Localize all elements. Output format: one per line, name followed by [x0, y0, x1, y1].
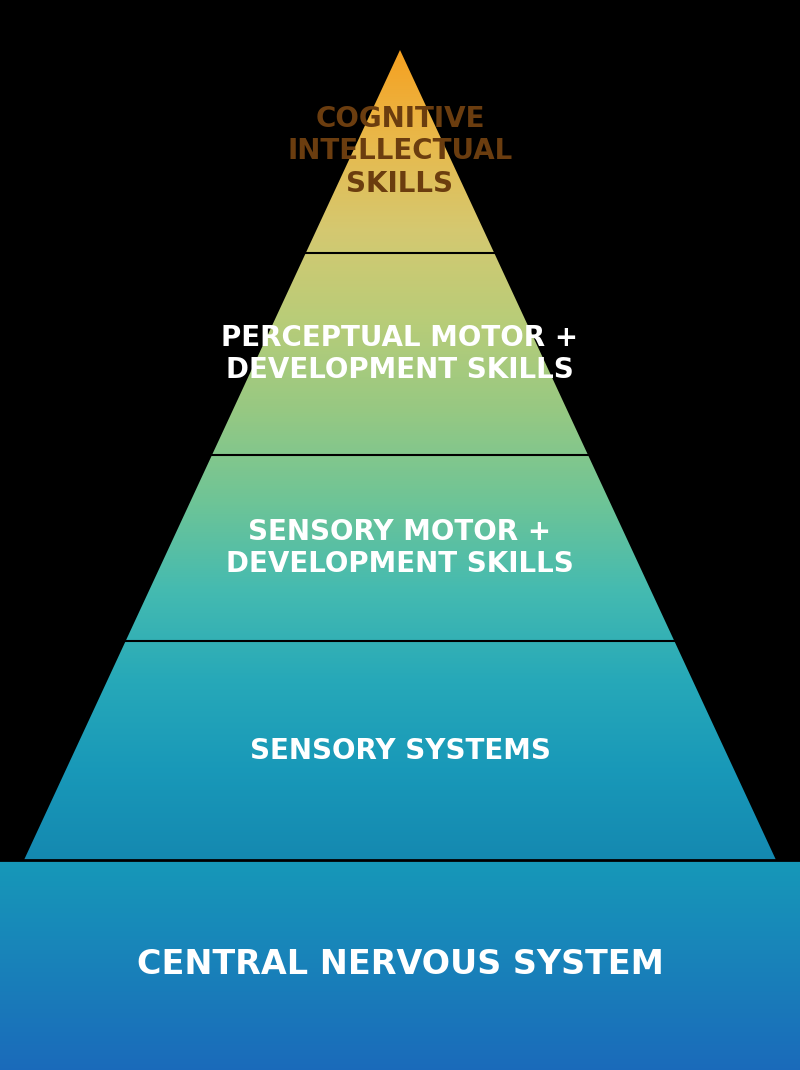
Text: CENTRAL NERVOUS SYSTEM: CENTRAL NERVOUS SYSTEM: [137, 948, 663, 981]
Text: SENSORY MOTOR +
DEVELOPMENT SKILLS: SENSORY MOTOR + DEVELOPMENT SKILLS: [226, 518, 574, 579]
Text: PERCEPTUAL MOTOR +
DEVELOPMENT SKILLS: PERCEPTUAL MOTOR + DEVELOPMENT SKILLS: [222, 323, 578, 384]
Text: COGNITIVE
INTELLECTUAL
SKILLS: COGNITIVE INTELLECTUAL SKILLS: [287, 105, 513, 198]
Text: SENSORY SYSTEMS: SENSORY SYSTEMS: [250, 736, 550, 765]
